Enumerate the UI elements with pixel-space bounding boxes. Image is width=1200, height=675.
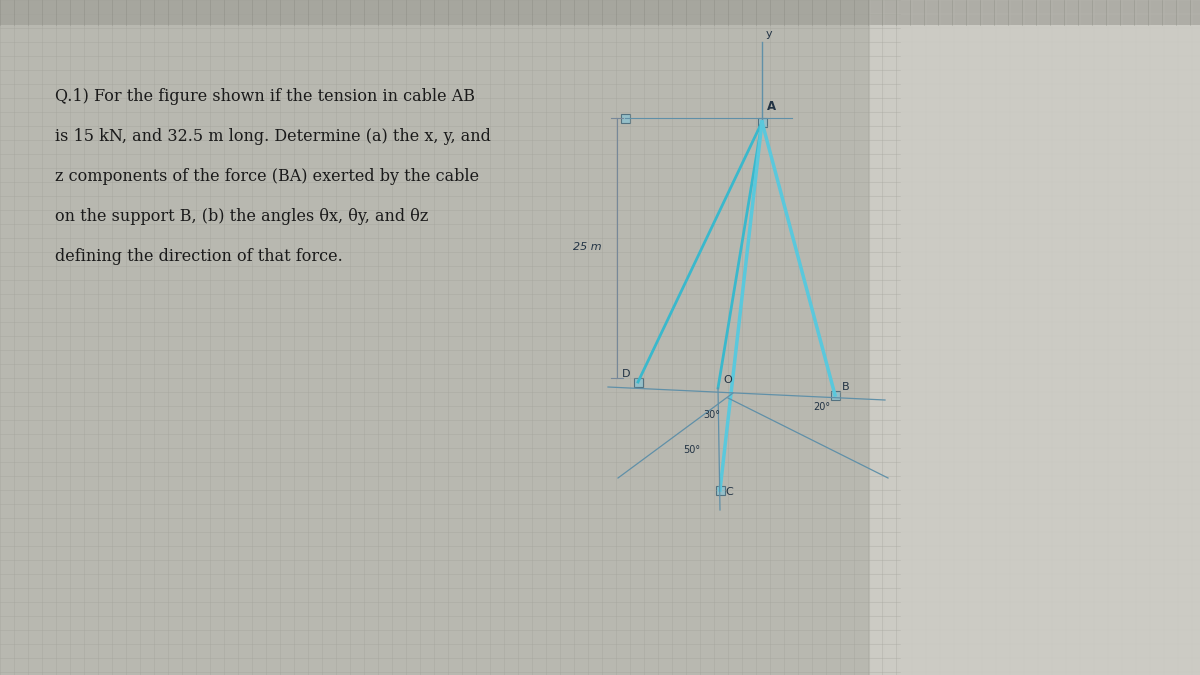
- Text: D: D: [622, 369, 630, 379]
- Bar: [870, 0, 1200, 675]
- Text: 20°: 20°: [814, 402, 830, 412]
- Text: O: O: [722, 375, 732, 385]
- Text: C: C: [725, 487, 733, 497]
- Text: y: y: [766, 29, 773, 39]
- Text: on the support B, (b) the angles θx, θy, and θz: on the support B, (b) the angles θx, θy,…: [55, 208, 428, 225]
- Bar: [0, 0, 1200, 25]
- Text: z components of the force (BA) exerted by the cable: z components of the force (BA) exerted b…: [55, 168, 479, 185]
- Text: is 15 kN, and 32.5 m long. Determine (a) the x, y, and: is 15 kN, and 32.5 m long. Determine (a)…: [55, 128, 491, 145]
- Bar: [830, 391, 840, 400]
- Bar: [634, 378, 643, 387]
- Bar: [622, 114, 630, 123]
- Text: B: B: [842, 382, 850, 392]
- Text: 30°: 30°: [703, 410, 720, 420]
- Text: 50°: 50°: [683, 445, 700, 455]
- Text: Q.1) For the figure shown if the tension in cable AB: Q.1) For the figure shown if the tension…: [55, 88, 475, 105]
- Bar: [716, 486, 725, 495]
- Text: defining the direction of that force.: defining the direction of that force.: [55, 248, 343, 265]
- Text: A: A: [767, 100, 776, 113]
- Text: 25 m: 25 m: [574, 242, 601, 252]
- Bar: [758, 118, 767, 127]
